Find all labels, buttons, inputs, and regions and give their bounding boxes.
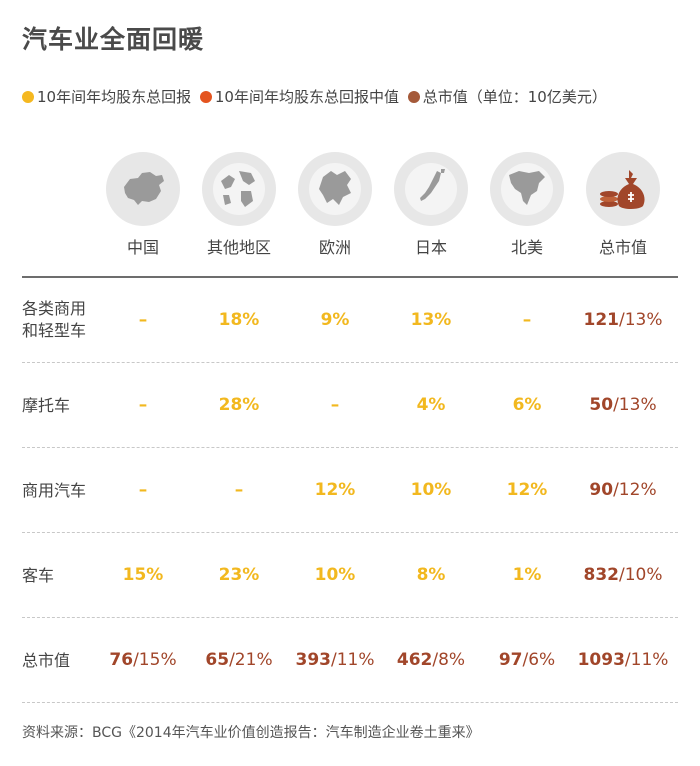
legend-item-market-value: 总市值（单位：10亿美元） <box>407 86 607 107</box>
cell-total: 76/15% <box>95 650 191 670</box>
row-divider <box>22 617 678 618</box>
row-label-line: 客车 <box>22 566 55 585</box>
cell-value: – <box>330 395 340 415</box>
row-label-line: 商用汽车 <box>22 481 87 500</box>
source-note: 资料来源：BCG《2014年汽车业价值创造报告：汽车制造企业卷土重来》 <box>22 725 480 741</box>
row-label-total-market-value: 总市值 <box>22 651 71 670</box>
total-value: 65 <box>205 650 230 670</box>
cell-value: 12% <box>506 480 548 500</box>
total-value: 50 <box>589 395 614 415</box>
cell-value: 18% <box>218 310 260 330</box>
total-pct: /13% <box>613 395 657 415</box>
total-value: 1093 <box>577 650 625 670</box>
cell-total: 1093/11% <box>575 650 671 670</box>
total-value: 121 <box>583 310 619 330</box>
legend: 10年间年均股东总回报 10年间年均股东总回报中值 总市值（单位：10亿美元） <box>22 86 692 107</box>
column-label: 欧洲 <box>318 238 351 257</box>
cell-total: 97/6% <box>479 650 575 670</box>
row-divider <box>22 362 678 363</box>
column-japan: 日本 <box>383 152 479 258</box>
row-divider <box>22 532 678 533</box>
cell-value: 4% <box>416 395 446 415</box>
cell-total: 65/21% <box>191 650 287 670</box>
europe-map-icon <box>298 152 372 226</box>
legend-item-avg-return: 10年间年均股东总回报 <box>22 86 191 107</box>
column-label: 其他地区 <box>206 238 271 257</box>
row-label-line: 和轻型车 <box>22 321 87 340</box>
cell-value: 23% <box>218 565 260 585</box>
total-pct: /11% <box>330 650 375 670</box>
column-europe: 欧洲 <box>287 152 383 258</box>
cell-value: 8% <box>416 565 446 585</box>
row-divider <box>22 702 678 703</box>
row-label-line: 各类商用 <box>22 299 87 318</box>
total-value: 76 <box>109 650 134 670</box>
column-other-regions: 其他地区 <box>191 152 287 258</box>
column-north-america: 北美 <box>479 152 575 258</box>
total-pct: /12% <box>613 480 657 500</box>
legend-label-median: 10年间年均股东总回报中值 <box>214 88 399 106</box>
cell-value: 9% <box>320 310 350 330</box>
globe-icon <box>202 152 276 226</box>
cell-value: 13% <box>410 310 452 330</box>
legend-dot-market <box>407 91 420 103</box>
row-divider <box>22 447 678 448</box>
cell-total: 832/10% <box>575 565 671 585</box>
japan-map-icon <box>394 152 468 226</box>
column-label: 日本 <box>414 238 447 257</box>
cell-total: 393/11% <box>287 650 383 670</box>
total-value: 832 <box>583 565 619 585</box>
cell-total: 50/13% <box>575 395 671 415</box>
total-value: 90 <box>589 480 614 500</box>
china-map-icon <box>106 152 180 226</box>
total-pct: /15% <box>133 650 177 670</box>
column-label: 中国 <box>126 238 159 257</box>
total-value: 97 <box>498 650 523 670</box>
cell-value: – <box>138 395 148 415</box>
cell-total: 462/8% <box>383 650 479 670</box>
legend-dot-avg <box>22 91 34 103</box>
total-pct: /10% <box>618 565 663 585</box>
total-pct: /6% <box>522 650 556 670</box>
legend-label-avg: 10年间年均股东总回报 <box>37 88 192 106</box>
cell-total: 90/12% <box>575 480 671 500</box>
legend-label-market: 总市值（单位：10亿美元） <box>422 88 607 106</box>
cell-value: 1% <box>512 565 542 585</box>
row-label-line: 摩托车 <box>22 396 71 415</box>
cell-value: 6% <box>512 395 542 415</box>
chart-title: 汽车业全面回暖 <box>22 25 205 54</box>
row-label-bus: 客车 <box>22 565 118 587</box>
header-rule <box>22 276 678 278</box>
cell-value: – <box>234 480 244 500</box>
row-label-light-commercial: 各类商用 和轻型车 <box>22 298 118 342</box>
cell-value: 15% <box>122 565 164 585</box>
column-label: 北美 <box>510 238 543 257</box>
cell-value: 10% <box>410 480 452 500</box>
row-label-motorcycle: 摩托车 <box>22 395 118 417</box>
column-total-market-value: 总市值 <box>575 152 671 258</box>
cell-value: 12% <box>314 480 356 500</box>
cell-value: – <box>522 310 532 330</box>
cell-value: 28% <box>218 395 260 415</box>
cell-value: 10% <box>314 565 356 585</box>
total-pct: /21% <box>229 650 273 670</box>
row-label-commercial-vehicle: 商用汽车 <box>22 480 118 502</box>
total-pct: /8% <box>432 650 466 670</box>
legend-item-median-return: 10年间年均股东总回报中值 <box>199 86 399 107</box>
column-label: 总市值 <box>598 238 647 257</box>
column-china: 中国 <box>95 152 191 258</box>
legend-dot-median <box>199 91 212 103</box>
total-pct: /11% <box>624 650 669 670</box>
total-value: 462 <box>396 650 433 670</box>
cell-total: 121/13% <box>575 310 671 330</box>
total-pct: /13% <box>618 310 663 330</box>
cell-value: – <box>138 310 148 330</box>
money-bag-icon <box>586 152 660 226</box>
total-value: 393 <box>295 650 331 670</box>
cell-value: – <box>138 480 148 500</box>
north-america-map-icon <box>490 152 564 226</box>
